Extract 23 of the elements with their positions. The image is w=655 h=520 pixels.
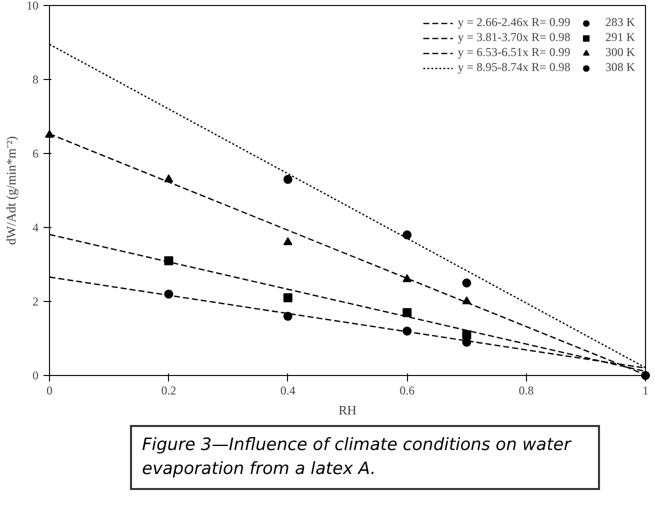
x-tick-label: 0.8 — [518, 384, 534, 398]
x-tick-label: 1 — [642, 384, 648, 398]
y-tick-label: 6 — [32, 146, 38, 160]
legend-label: 308 K — [605, 60, 635, 75]
x-tick-label: 0.4 — [280, 384, 296, 398]
x-axis-title: RH — [338, 402, 357, 418]
y-tick-label: 2 — [32, 294, 38, 308]
y-axis-title: dW/Adt (g/min*m⁻²) — [4, 136, 18, 245]
legend-label: 283 K — [605, 15, 635, 30]
y-tick-label: 0 — [32, 368, 38, 382]
x-tick-label: 0 — [46, 384, 52, 398]
legend-label: y = 6.53-6.51x R= 0.99 — [458, 45, 570, 60]
legend-label: 300 K — [605, 45, 635, 60]
x-tick-label: 0.6 — [400, 384, 415, 398]
y-tick-label: 4 — [32, 220, 38, 234]
x-tick-label: 0.2 — [161, 384, 176, 398]
caption: Figure 3—Influence of climate conditions on water evaporation from a latex A. — [142, 434, 572, 482]
y-tick-label: 10 — [26, 0, 38, 12]
legend-label: y = 3.81-3.70x R= 0.98 — [458, 30, 570, 45]
legend-label: y = 2.66-2.46x R= 0.99 — [458, 15, 570, 30]
y-tick-label: 8 — [32, 72, 38, 86]
legend-label: 291 K — [605, 30, 635, 45]
legend-label: y = 8.95-8.74x R= 0.98 — [458, 60, 570, 75]
